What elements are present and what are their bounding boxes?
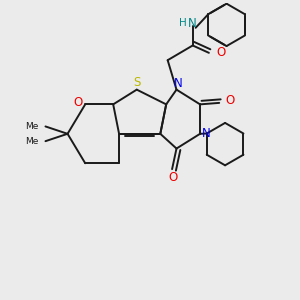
Text: H: H [179, 18, 187, 28]
Text: O: O [225, 94, 234, 107]
Text: S: S [134, 76, 141, 89]
Text: N: N [174, 77, 182, 90]
Text: Me: Me [26, 122, 39, 131]
Text: N: N [202, 127, 211, 140]
Text: Me: Me [26, 137, 39, 146]
Text: O: O [216, 46, 225, 59]
Text: O: O [168, 172, 178, 184]
Text: N: N [188, 17, 197, 30]
Text: O: O [73, 96, 83, 110]
